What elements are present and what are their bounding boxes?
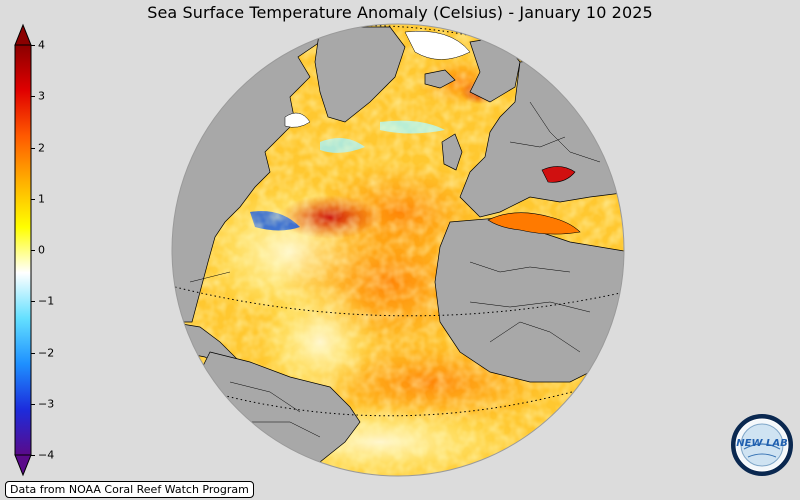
black-sea xyxy=(541,166,576,183)
colorbar-tick-mark xyxy=(31,455,35,456)
globe-outline xyxy=(171,23,625,477)
colorbar-tick-label: 4 xyxy=(38,38,45,52)
colorbar-tick-label: −4 xyxy=(38,448,55,462)
logo-text: NEW LAB xyxy=(736,438,787,449)
colorbar-tick-label: −2 xyxy=(38,346,55,359)
colorbar-tick-label: 3 xyxy=(38,89,45,103)
country-borders xyxy=(189,101,601,438)
colorbar-tick-mark xyxy=(31,352,35,354)
colorbar-tick-mark xyxy=(31,96,35,98)
colorbar-tick-mark xyxy=(31,403,35,405)
colorbar-tick-label: −3 xyxy=(38,397,55,411)
mediterranean-sea xyxy=(487,212,581,235)
colorbar-max-arrow xyxy=(14,23,32,46)
colorbar-tick-label: 2 xyxy=(38,141,45,154)
colorbar-tick-mark xyxy=(31,250,35,251)
globe-map xyxy=(170,22,630,482)
globe-ocean xyxy=(172,24,624,476)
tropic-of-cancer-line xyxy=(174,286,624,317)
colorbar-tick-label: −1 xyxy=(38,294,55,308)
land-greenland xyxy=(314,26,406,123)
colorbar-tick-mark xyxy=(31,147,35,149)
colorbar-tick-label: 1 xyxy=(38,192,45,206)
land-british-isles xyxy=(441,133,463,171)
colorbar-scale xyxy=(14,44,32,456)
land-iceland xyxy=(424,69,456,89)
colorbar-tick-mark xyxy=(31,301,35,303)
colorbar-tick-mark xyxy=(31,198,35,200)
colorbar: 4 3 2 1 0 −1 −2 −3 −4 xyxy=(0,0,80,500)
map-title: Sea Surface Temperature Anomaly (Celsius… xyxy=(147,3,653,22)
colorbar-tick-label: 0 xyxy=(38,243,45,257)
colorbar-min-arrow xyxy=(14,454,32,477)
data-credit: Data from NOAA Coral Reef Watch Program xyxy=(5,481,254,498)
colorbar-tick-mark xyxy=(31,45,35,46)
new-lab-logo: NEW LAB xyxy=(730,413,794,477)
